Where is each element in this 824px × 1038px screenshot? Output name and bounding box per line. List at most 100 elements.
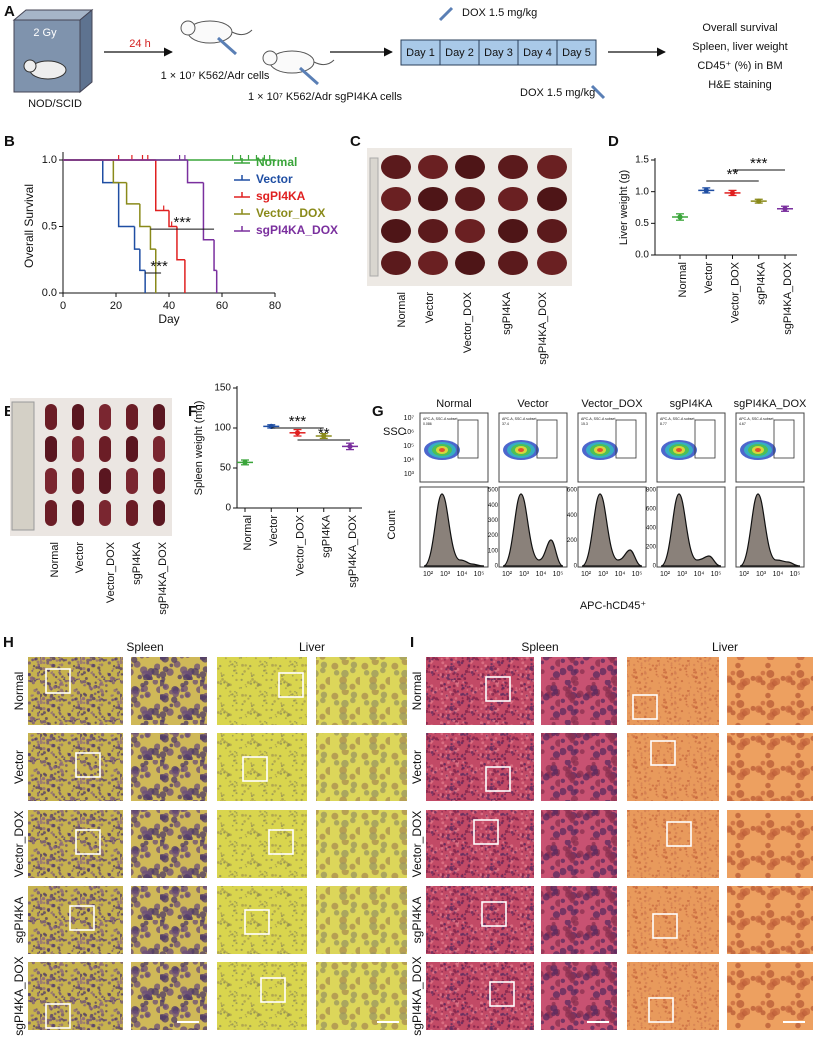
row-label: Vector_DOX [12,811,26,878]
y-tick-label: 100 [214,423,231,434]
tick-label: 10⁵ [632,571,643,578]
y-tick-label: 150 [214,383,231,394]
gate-label: APC-A, SSC-A subset [660,417,694,421]
gate-label: APC-A, SSC-A subset [502,417,536,421]
survival-step [112,160,127,184]
panel-letter: G [372,403,384,420]
histology-image [541,733,617,801]
significance-label: ** [727,166,739,183]
zoom-box [473,819,499,845]
y-tick-label: 1.0 [635,186,649,197]
tick-label: 600 [567,488,578,494]
significance-label: *** [173,214,191,231]
mouse-strain: NOD/SCID [28,98,82,110]
liver-sample [418,251,448,275]
column-title: Vector_DOX [581,398,643,410]
significance-label: *** [150,258,168,275]
histology-image [131,886,207,954]
significance-label: *** [289,413,307,430]
tick-label: 0 [653,564,657,570]
tick-label: 10⁵ [553,571,564,578]
panel-letter: A [4,3,15,20]
liver-sample [498,187,528,211]
x-tick-label: 80 [269,300,281,312]
cube-front [13,19,81,93]
histology-image [131,962,207,1030]
mouse-tail [231,29,253,36]
mouse-icon [187,20,233,44]
survival-step [139,249,146,272]
density [518,448,524,452]
spleen-sample [72,500,84,526]
mouse-head [180,20,196,36]
sample-label: Normal [49,542,61,577]
histogram [660,493,722,567]
tick-label: 10⁵ [790,571,801,578]
outcome: CD45⁺ (%) in BM [697,60,782,72]
row-label: Normal [12,672,26,711]
tick-label: 10³ [519,571,530,578]
liver-sample [537,187,567,211]
panel-letter: H [3,634,14,651]
legend-label: Vector [256,172,293,186]
tick-label: 10³ [404,471,415,478]
histology-image [426,962,534,1030]
liver-sample [498,251,528,275]
zoom-box [648,997,674,1023]
histology-image [316,810,407,878]
liver-sample [455,219,485,243]
liver-sample [537,155,567,179]
day-box [478,39,519,66]
significance-label: *** [750,155,768,172]
zoom-box [45,1003,71,1029]
legend-label: Vector_DOX [256,206,325,220]
tick-label: 400 [488,503,499,509]
x-tick-label: 60 [216,300,228,312]
zoom-box [45,668,71,694]
sample-label: sgPI4KA [131,541,143,584]
outcome: Spleen, liver weight [692,41,787,53]
spleen-sample [45,404,57,430]
histology-image [727,962,813,1030]
panel-letter: D [608,133,619,150]
tick-label: 10² [423,571,434,578]
survival-step [133,226,140,250]
outcome: Overall survival [702,22,777,34]
tick-label: 200 [646,545,657,551]
histology-image [217,810,307,878]
day-label: Day 1 [406,47,435,59]
histology-image [426,657,534,725]
dot [729,190,736,196]
day-label: Day 2 [445,47,474,59]
sample-label: Vector_DOX [462,291,474,353]
gate [773,419,795,459]
y-tick-label: 50 [220,463,232,474]
axis-label: APC-hCD45⁺ [580,600,647,612]
spleen-sample [45,500,57,526]
gate-value: 0.086 [423,422,432,426]
histology-image [316,657,407,725]
y-tick-label: 0.5 [635,218,649,229]
spleen-sample [153,468,165,494]
syringe [590,84,606,100]
cube-side [79,8,93,94]
injection: 1 × 10⁷ K562/Adr sgPI4KA cells [248,91,403,103]
day-label: Day 3 [484,47,513,59]
liver-sample [381,155,411,179]
sample-label: sgPI4KA [501,291,513,334]
day-box [556,39,597,66]
zoom-box [666,821,692,847]
density [676,448,682,452]
row-label: sgPI4KA_DOX [12,956,26,1035]
tick-label: 10⁵ [474,571,485,578]
liver-sample [537,251,567,275]
survival-step [102,160,119,184]
dot [321,433,327,439]
zoom-box [652,913,678,939]
histology-image [131,733,207,801]
x-tick-label: sgPI4KA [756,261,768,304]
x-tick-label: 0 [60,300,66,312]
histology-image [727,886,813,954]
ruler [11,401,35,531]
x-tick-label: Vector_DOX [294,514,306,576]
